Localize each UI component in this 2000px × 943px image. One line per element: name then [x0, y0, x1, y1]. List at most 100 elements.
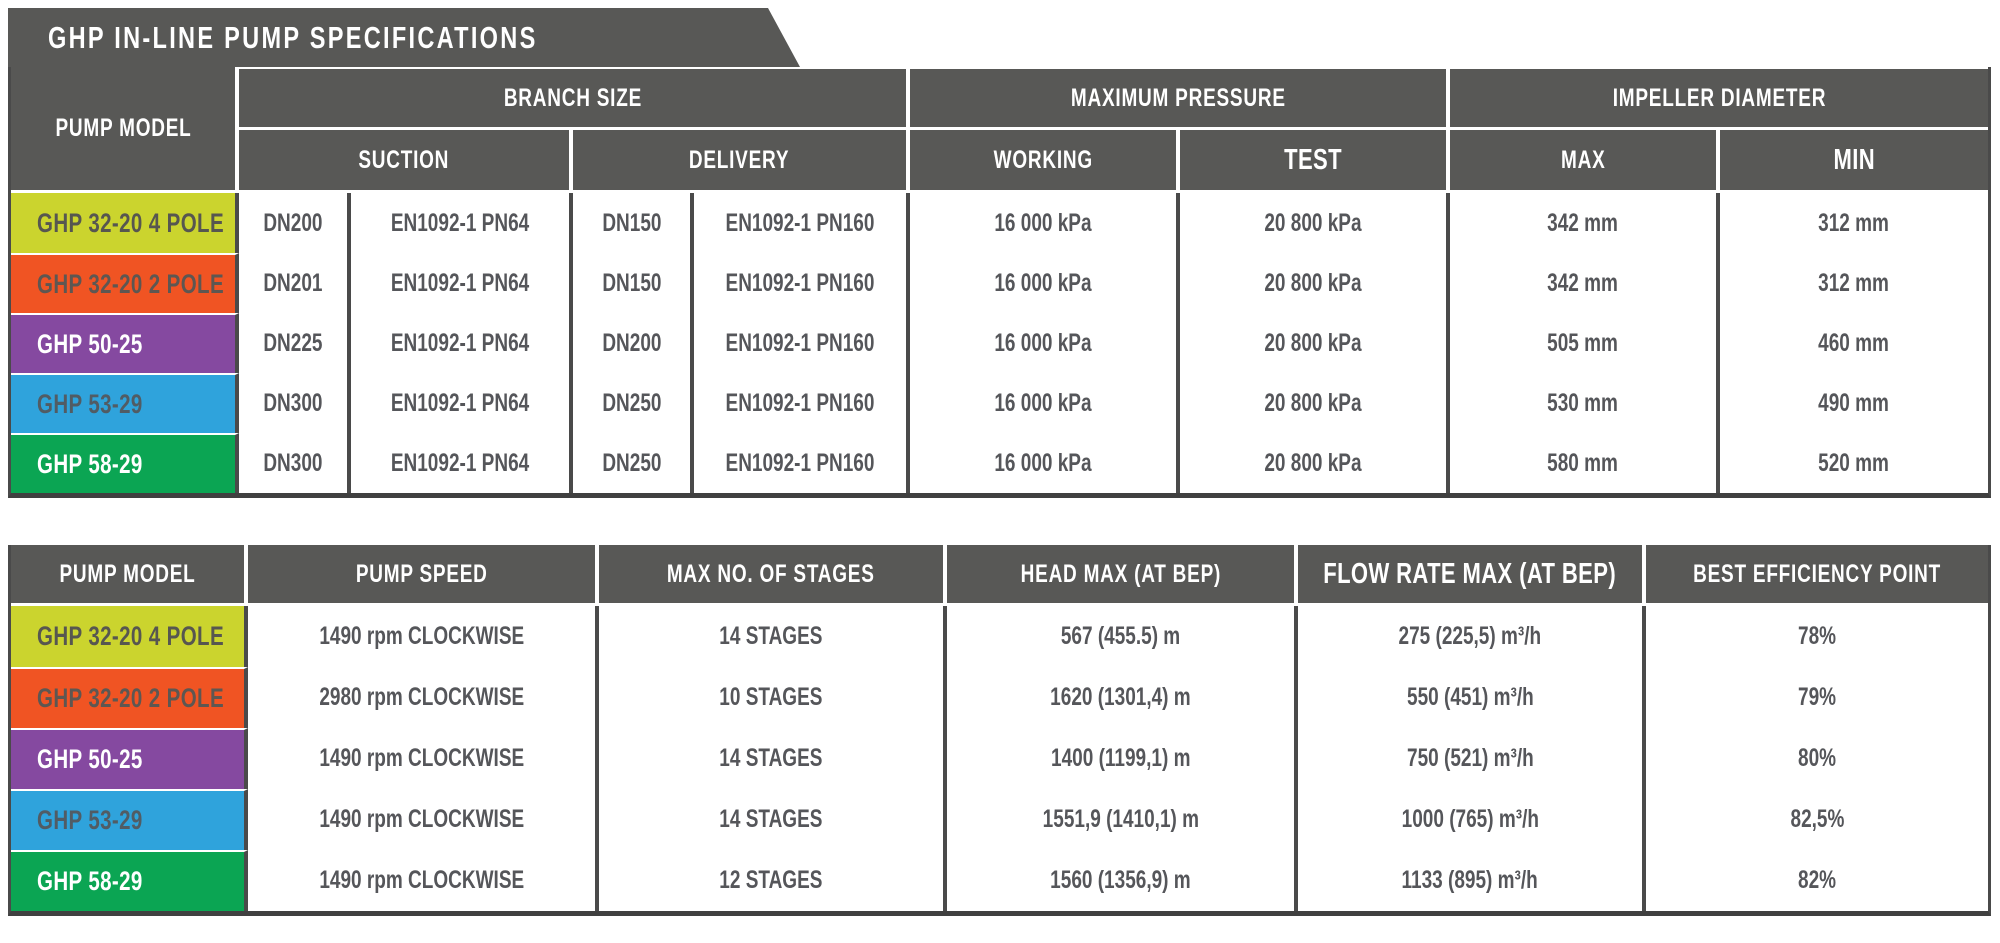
header-test: TEST [1180, 130, 1450, 193]
cell-delivery-std: EN1092-1 PN160 [694, 373, 910, 433]
cell-stages: 14 STAGES [599, 789, 947, 850]
cell-flow-rate: 1000 (765) m³/h [1298, 789, 1646, 850]
header-min: MIN [1720, 130, 1988, 193]
cell-suction-dn: DN225 [239, 313, 351, 373]
cell-test-pressure: 20 800 kPa [1180, 193, 1450, 253]
cell-head-max: 1560 (1356,9) m [947, 850, 1298, 911]
cell-delivery-std: EN1092-1 PN160 [694, 193, 910, 253]
page-title: GHP IN-LINE PUMP SPECIFICATIONS [48, 19, 538, 55]
specs-table-performance: PUMP MODEL PUMP SPEED MAX NO. OF STAGES … [8, 545, 1991, 916]
pump-model-cell: GHP 50-25 [11, 313, 239, 373]
table-gap [8, 498, 2000, 545]
header-pump-model: PUMP MODEL [11, 67, 239, 193]
cell-test-pressure: 20 800 kPa [1180, 433, 1450, 493]
header-flow-rate-max: FLOW RATE MAX (AT BEP) [1298, 545, 1646, 606]
cell-flow-rate: 550 (451) m³/h [1298, 667, 1646, 728]
cell-head-max: 1551,9 (1410,1) m [947, 789, 1298, 850]
title-banner: GHP IN-LINE PUMP SPECIFICATIONS [8, 8, 800, 67]
cell-delivery-dn: DN150 [573, 253, 694, 313]
cell-delivery-dn: DN200 [573, 313, 694, 373]
cell-stages: 10 STAGES [599, 667, 947, 728]
pump-model-cell: GHP 32-20 2 POLE [11, 667, 248, 728]
header-max-stages: MAX NO. OF STAGES [599, 545, 947, 606]
header-best-efficiency-point: BEST EFFICIENCY POINT [1646, 545, 1988, 606]
cell-stages: 12 STAGES [599, 850, 947, 911]
cell-pump-speed: 1490 rpm CLOCKWISE [248, 606, 599, 667]
cell-suction-dn: DN201 [239, 253, 351, 313]
cell-suction-dn: DN200 [239, 193, 351, 253]
cell-impeller-min: 312 mm [1720, 193, 1988, 253]
cell-pump-speed: 1490 rpm CLOCKWISE [248, 728, 599, 789]
cell-test-pressure: 20 800 kPa [1180, 313, 1450, 373]
cell-bep: 82,5% [1646, 789, 1988, 850]
table2-body: GHP 32-20 4 POLE 1490 rpm CLOCKWISE 14 S… [11, 606, 1988, 911]
cell-pump-speed: 2980 rpm CLOCKWISE [248, 667, 599, 728]
table1-body: GHP 32-20 4 POLE DN200 EN1092-1 PN64 DN1… [11, 193, 1988, 493]
cell-bep: 78% [1646, 606, 1988, 667]
table2-header: PUMP MODEL PUMP SPEED MAX NO. OF STAGES … [11, 545, 1988, 606]
cell-working-pressure: 16 000 kPa [910, 313, 1180, 373]
cell-working-pressure: 16 000 kPa [910, 193, 1180, 253]
cell-pump-speed: 1490 rpm CLOCKWISE [248, 789, 599, 850]
pump-model-cell: GHP 32-20 4 POLE [11, 193, 239, 253]
cell-suction-dn: DN300 [239, 433, 351, 493]
cell-suction-std: EN1092-1 PN64 [351, 193, 573, 253]
cell-flow-rate: 750 (521) m³/h [1298, 728, 1646, 789]
cell-impeller-max: 342 mm [1450, 193, 1720, 253]
header-maximum-pressure: MAXIMUM PRESSURE [910, 67, 1450, 130]
cell-pump-speed: 1490 rpm CLOCKWISE [248, 850, 599, 911]
cell-suction-dn: DN300 [239, 373, 351, 433]
cell-delivery-dn: DN150 [573, 193, 694, 253]
cell-bep: 79% [1646, 667, 1988, 728]
cell-bep: 82% [1646, 850, 1988, 911]
cell-impeller-min: 520 mm [1720, 433, 1988, 493]
cell-working-pressure: 16 000 kPa [910, 373, 1180, 433]
pump-model-cell: GHP 58-29 [11, 850, 248, 911]
cell-bep: 80% [1646, 728, 1988, 789]
cell-test-pressure: 20 800 kPa [1180, 373, 1450, 433]
header-pump-model: PUMP MODEL [11, 545, 248, 606]
cell-working-pressure: 16 000 kPa [910, 433, 1180, 493]
pump-model-cell: GHP 50-25 [11, 728, 248, 789]
pump-model-cell: GHP 32-20 2 POLE [11, 253, 239, 313]
cell-stages: 14 STAGES [599, 606, 947, 667]
header-branch-size: BRANCH SIZE [239, 67, 910, 130]
cell-delivery-std: EN1092-1 PN160 [694, 433, 910, 493]
cell-flow-rate: 275 (225,5) m³/h [1298, 606, 1646, 667]
cell-suction-std: EN1092-1 PN64 [351, 253, 573, 313]
cell-head-max: 1620 (1301,4) m [947, 667, 1298, 728]
cell-head-max: 567 (455.5) m [947, 606, 1298, 667]
header-delivery: DELIVERY [573, 130, 910, 193]
cell-delivery-dn: DN250 [573, 373, 694, 433]
cell-impeller-max: 530 mm [1450, 373, 1720, 433]
cell-suction-std: EN1092-1 PN64 [351, 373, 573, 433]
header-pump-speed: PUMP SPEED [248, 545, 599, 606]
specs-table-dimensions: PUMP MODEL BRANCH SIZE MAXIMUM PRESSURE … [8, 67, 1991, 498]
cell-impeller-max: 505 mm [1450, 313, 1720, 373]
cell-head-max: 1400 (1199,1) m [947, 728, 1298, 789]
cell-impeller-min: 312 mm [1720, 253, 1988, 313]
cell-delivery-dn: DN250 [573, 433, 694, 493]
cell-suction-std: EN1092-1 PN64 [351, 433, 573, 493]
header-max: MAX [1450, 130, 1720, 193]
header-working: WORKING [910, 130, 1180, 193]
pump-model-cell: GHP 53-29 [11, 373, 239, 433]
cell-impeller-max: 580 mm [1450, 433, 1720, 493]
cell-test-pressure: 20 800 kPa [1180, 253, 1450, 313]
cell-stages: 14 STAGES [599, 728, 947, 789]
cell-impeller-min: 460 mm [1720, 313, 1988, 373]
pump-model-cell: GHP 53-29 [11, 789, 248, 850]
cell-working-pressure: 16 000 kPa [910, 253, 1180, 313]
header-impeller-diameter: IMPELLER DIAMETER [1450, 67, 1988, 130]
cell-delivery-std: EN1092-1 PN160 [694, 313, 910, 373]
pump-model-cell: GHP 32-20 4 POLE [11, 606, 248, 667]
table1-header: PUMP MODEL BRANCH SIZE MAXIMUM PRESSURE … [11, 67, 1988, 193]
cell-delivery-std: EN1092-1 PN160 [694, 253, 910, 313]
pump-model-cell: GHP 58-29 [11, 433, 239, 493]
cell-impeller-min: 490 mm [1720, 373, 1988, 433]
cell-impeller-max: 342 mm [1450, 253, 1720, 313]
cell-flow-rate: 1133 (895) m³/h [1298, 850, 1646, 911]
header-head-max: HEAD MAX (AT BEP) [947, 545, 1298, 606]
cell-suction-std: EN1092-1 PN64 [351, 313, 573, 373]
